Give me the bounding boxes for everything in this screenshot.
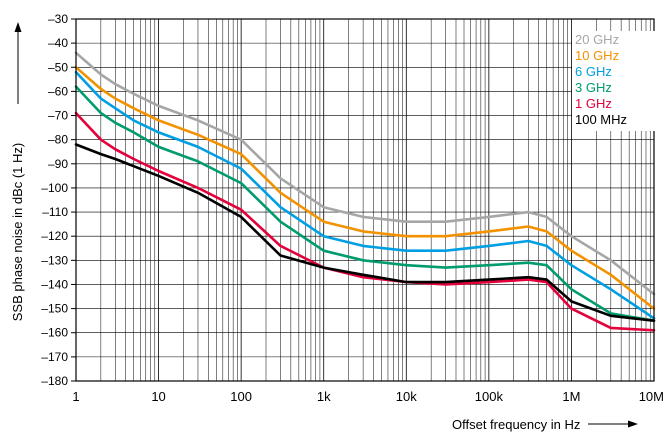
y-tick-label: –70	[48, 109, 68, 123]
y-tick-label: –150	[41, 302, 68, 316]
series-line-3-ghz	[74, 85, 656, 323]
y-tick-label: –80	[48, 133, 68, 147]
y-tick-label: –170	[41, 350, 68, 364]
x-tick-label: 100	[230, 389, 252, 404]
series-line-100-mhz	[74, 143, 656, 323]
legend-entry: 6 GHz	[575, 64, 612, 79]
legend-background	[572, 31, 656, 131]
series-line-20-ghz	[74, 51, 656, 296]
y-tick-label: –140	[41, 277, 68, 291]
legend-entry: 100 MHz	[575, 112, 627, 127]
y-tick-label: –90	[48, 157, 68, 171]
grid	[75, 18, 655, 382]
y-axis-title: SSB phase noise in dBc (1 Hz)	[10, 143, 25, 321]
y-tick-label: –100	[41, 181, 68, 195]
y-tick-label: –60	[48, 84, 68, 98]
y-tick-label: –30	[48, 12, 68, 26]
y-tick-label: –130	[41, 253, 68, 267]
y-axis-title-group: SSB phase noise in dBc (1 Hz)	[10, 22, 25, 321]
legend-entry: 1 GHz	[575, 96, 612, 111]
y-axis-ticks: –30 –40 –50 –60 –70 –80 –90 –100 –110 –120 –130 –14…	[41, 12, 76, 388]
series-line-10-ghz	[74, 66, 656, 310]
series-lines	[74, 51, 656, 332]
x-axis-arrow-head	[628, 420, 638, 428]
plot-border	[75, 18, 655, 382]
x-tick-label: 1k	[317, 389, 331, 404]
x-tick-label: 1	[72, 389, 79, 404]
y-tick-label: –40	[48, 36, 68, 50]
x-tick-label: 10k	[396, 389, 417, 404]
x-tick-label: 1M	[562, 389, 580, 404]
y-tick-label: –50	[48, 60, 68, 74]
plot-frame	[75, 18, 655, 382]
y-tick-label: –180	[41, 374, 68, 388]
x-axis-title: Offset frequency in Hz	[452, 417, 580, 432]
legend-entry: 10 GHz	[575, 48, 619, 63]
series-line-6-ghz	[74, 70, 656, 320]
x-tick-label: 100k	[475, 389, 504, 404]
x-axis-title-group: Offset frequency in Hz	[452, 417, 638, 432]
legend-entry: 3 GHz	[575, 80, 612, 95]
y-axis-arrow-head	[14, 22, 22, 32]
x-tick-label: 10M	[639, 389, 664, 404]
y-tick-label: –110	[42, 205, 68, 219]
y-tick-label: –160	[41, 326, 68, 340]
legend-entry: 20 GHz	[575, 32, 619, 47]
x-axis-ticks: 1 10 100 1k 10k 100k 1M 10M	[72, 389, 664, 404]
x-tick-label: 10	[151, 389, 165, 404]
y-tick-label: –120	[41, 229, 68, 243]
